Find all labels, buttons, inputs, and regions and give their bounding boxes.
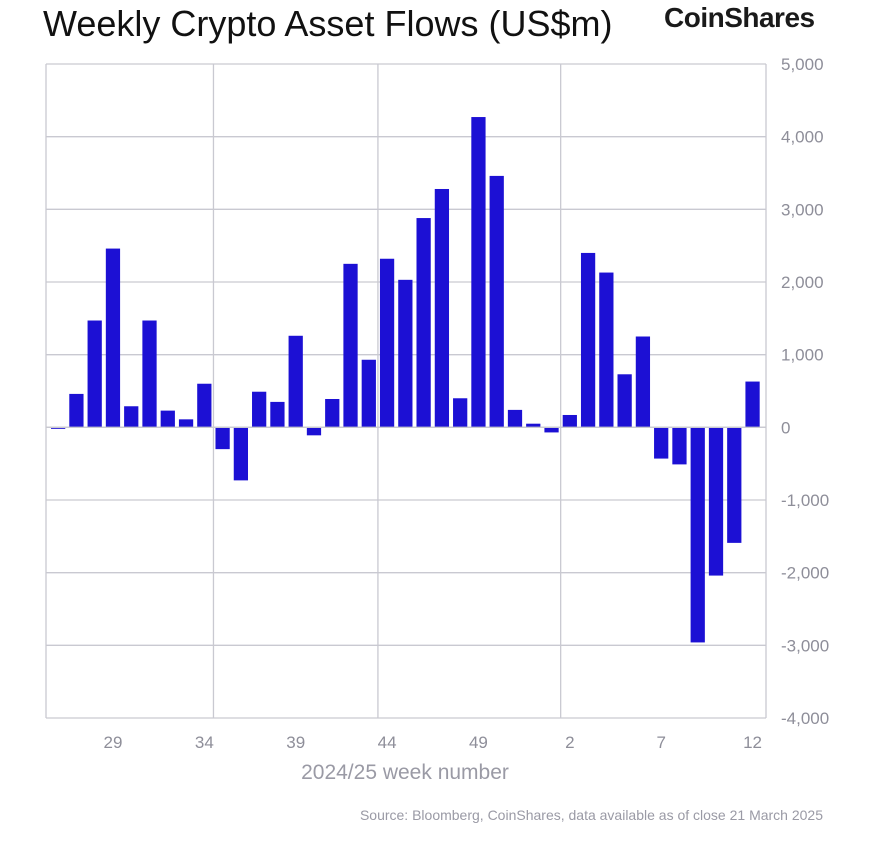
x-tick-label: 49 xyxy=(469,733,488,752)
x-axis-ticks: 29 34 39 44 49 2 7 12 xyxy=(103,733,762,752)
bar-week-11 xyxy=(727,427,742,543)
bar-week-39 xyxy=(288,335,303,428)
bar-week-46 xyxy=(416,218,431,428)
bar-week-28 xyxy=(87,320,102,428)
bar-week-38 xyxy=(270,401,285,428)
chart-title: Weekly Crypto Asset Flows (US$m) xyxy=(43,3,613,44)
y-tick-label: 4,000 xyxy=(781,128,824,147)
bar-week-42 xyxy=(343,263,358,428)
bar-week-51 xyxy=(507,409,523,428)
bar-week-45 xyxy=(398,279,413,428)
bar-week-3 xyxy=(580,252,596,428)
bar-week-33 xyxy=(178,419,194,428)
bar-week-49 xyxy=(471,117,486,428)
source-note: Source: Bloomberg, CoinShares, data avai… xyxy=(359,807,823,823)
bar-week-44 xyxy=(379,258,395,428)
x-tick-label: 7 xyxy=(656,733,665,752)
bar-week-27 xyxy=(69,393,84,428)
bar-week-34 xyxy=(197,383,212,428)
y-tick-label: -2,000 xyxy=(781,564,829,583)
bar-week-2 xyxy=(562,414,577,428)
vertical-gridlines xyxy=(45,64,767,718)
x-tick-label: 2 xyxy=(565,733,574,752)
bars-series xyxy=(51,117,760,643)
bar-week-10 xyxy=(708,427,724,576)
x-tick-label: 39 xyxy=(286,733,305,752)
bar-week-52 xyxy=(526,423,541,428)
bar-week-5 xyxy=(617,374,632,428)
y-tick-label: 3,000 xyxy=(781,200,824,219)
x-tick-label: 12 xyxy=(743,733,762,752)
y-tick-label: 5,000 xyxy=(781,55,824,74)
x-axis-label: 2024/25 week number xyxy=(301,761,509,784)
bar-week-12 xyxy=(745,381,760,428)
bar-week-30 xyxy=(124,406,139,428)
bar-week-6 xyxy=(635,336,651,428)
bar-week-31 xyxy=(142,320,157,428)
bar-week-35 xyxy=(215,427,230,450)
x-tick-label: 34 xyxy=(195,733,214,752)
bar-week-37 xyxy=(252,391,267,428)
bar-week-41 xyxy=(325,398,340,428)
y-tick-label: 1,000 xyxy=(781,346,824,365)
y-tick-label: -1,000 xyxy=(781,491,829,510)
bar-week-29 xyxy=(105,248,121,428)
bar-week-40 xyxy=(306,427,322,436)
bar-week-50 xyxy=(489,175,504,428)
y-tick-label: 2,000 xyxy=(781,273,824,292)
y-tick-label: 0 xyxy=(781,418,790,437)
bar-week-26 xyxy=(51,427,66,429)
x-tick-label: 44 xyxy=(378,733,397,752)
bar-week-1 xyxy=(544,427,559,433)
bar-week-43 xyxy=(361,359,376,428)
brand-logo: CoinShares xyxy=(664,2,815,33)
bar-week-32 xyxy=(160,410,175,428)
y-axis-ticks: 5,000 4,000 3,000 2,000 1,000 0 -1,000 -2,000 -3… xyxy=(781,55,829,728)
bar-week-4 xyxy=(599,272,614,428)
bar-week-8 xyxy=(672,427,687,465)
y-tick-label: -3,000 xyxy=(781,636,829,655)
bar-week-48 xyxy=(453,398,468,428)
bar-week-36 xyxy=(233,427,249,481)
x-tick-label: 29 xyxy=(103,733,122,752)
bar-week-7 xyxy=(654,427,669,459)
y-tick-label: -4,000 xyxy=(781,709,829,728)
bar-week-9 xyxy=(690,427,705,643)
bar-week-47 xyxy=(434,188,450,428)
